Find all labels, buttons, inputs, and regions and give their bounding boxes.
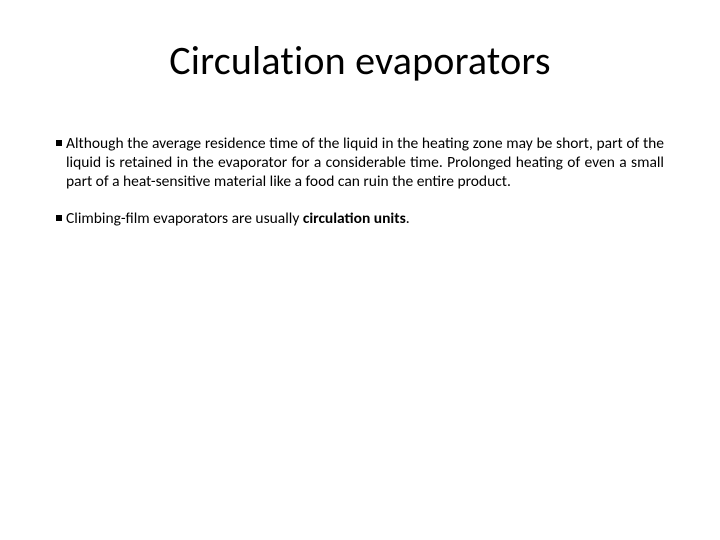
square-bullet-icon (56, 215, 62, 221)
bullet-item: Although the average residence time of t… (56, 135, 664, 192)
bullet-text: Climbing-film evaporators are usually ci… (66, 210, 664, 229)
bullet-text: Although the average residence time of t… (66, 135, 664, 192)
square-bullet-icon (56, 140, 62, 146)
bullet-text-prefix: Climbing-film evaporators are usually (66, 209, 303, 228)
bullet-item: Climbing-film evaporators are usually ci… (56, 210, 664, 229)
slide-title: Circulation evaporators (56, 36, 664, 85)
bullet-text-suffix: . (406, 209, 410, 228)
bullet-text-bold: circulation units (303, 209, 406, 228)
slide: Circulation evaporators Although the ave… (0, 0, 720, 540)
